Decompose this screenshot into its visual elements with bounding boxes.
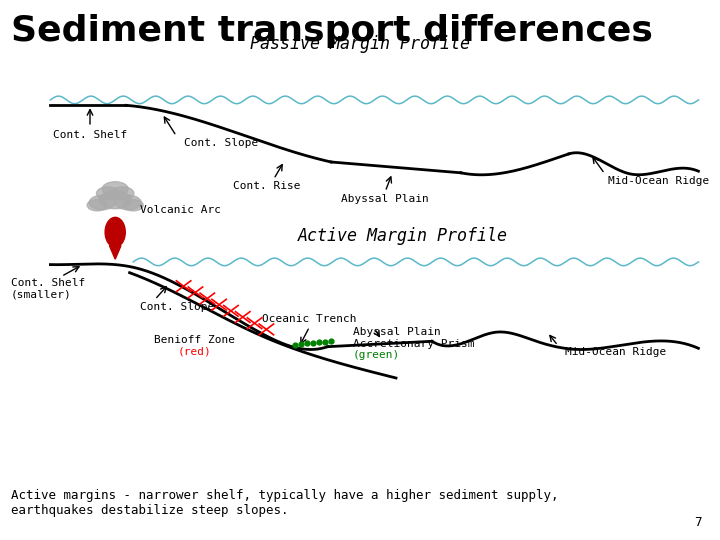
Text: Cont. Rise: Cont. Rise <box>233 181 300 192</box>
Ellipse shape <box>111 187 134 200</box>
Text: (green): (green) <box>353 350 400 361</box>
Ellipse shape <box>99 191 131 209</box>
Ellipse shape <box>89 195 115 210</box>
Polygon shape <box>109 246 121 259</box>
Text: Mid-Ocean Ridge: Mid-Ocean Ridge <box>565 347 667 357</box>
Text: Active margins - narrower shelf, typically have a higher sediment supply,
earthq: Active margins - narrower shelf, typical… <box>11 489 558 517</box>
Text: Passive Margin Profile: Passive Margin Profile <box>250 35 470 53</box>
Ellipse shape <box>87 199 107 211</box>
Ellipse shape <box>102 181 128 197</box>
Text: Cont. Slope: Cont. Slope <box>184 138 258 148</box>
Text: Active Margin Profile: Active Margin Profile <box>298 227 508 245</box>
Text: Cont. Shelf: Cont. Shelf <box>53 130 127 140</box>
Ellipse shape <box>115 195 141 210</box>
Text: Sediment transport differences: Sediment transport differences <box>11 14 652 48</box>
Ellipse shape <box>123 199 143 211</box>
Ellipse shape <box>105 217 125 247</box>
Ellipse shape <box>96 187 120 200</box>
Text: Accretionary Prism: Accretionary Prism <box>353 339 474 349</box>
Text: Benioff Zone: Benioff Zone <box>154 335 235 345</box>
Text: Cont. Slope: Cont. Slope <box>140 302 215 313</box>
Text: (red): (red) <box>178 347 211 357</box>
Text: Abyssal Plain: Abyssal Plain <box>353 327 441 337</box>
Text: 7: 7 <box>695 516 702 529</box>
Text: Volcanic Arc: Volcanic Arc <box>140 205 222 215</box>
Text: Oceanic Trench: Oceanic Trench <box>262 314 357 324</box>
Text: Mid-Ocean Ridge: Mid-Ocean Ridge <box>608 176 710 186</box>
Text: Cont. Shelf
(smaller): Cont. Shelf (smaller) <box>11 278 85 300</box>
Text: Abyssal Plain: Abyssal Plain <box>341 194 429 204</box>
